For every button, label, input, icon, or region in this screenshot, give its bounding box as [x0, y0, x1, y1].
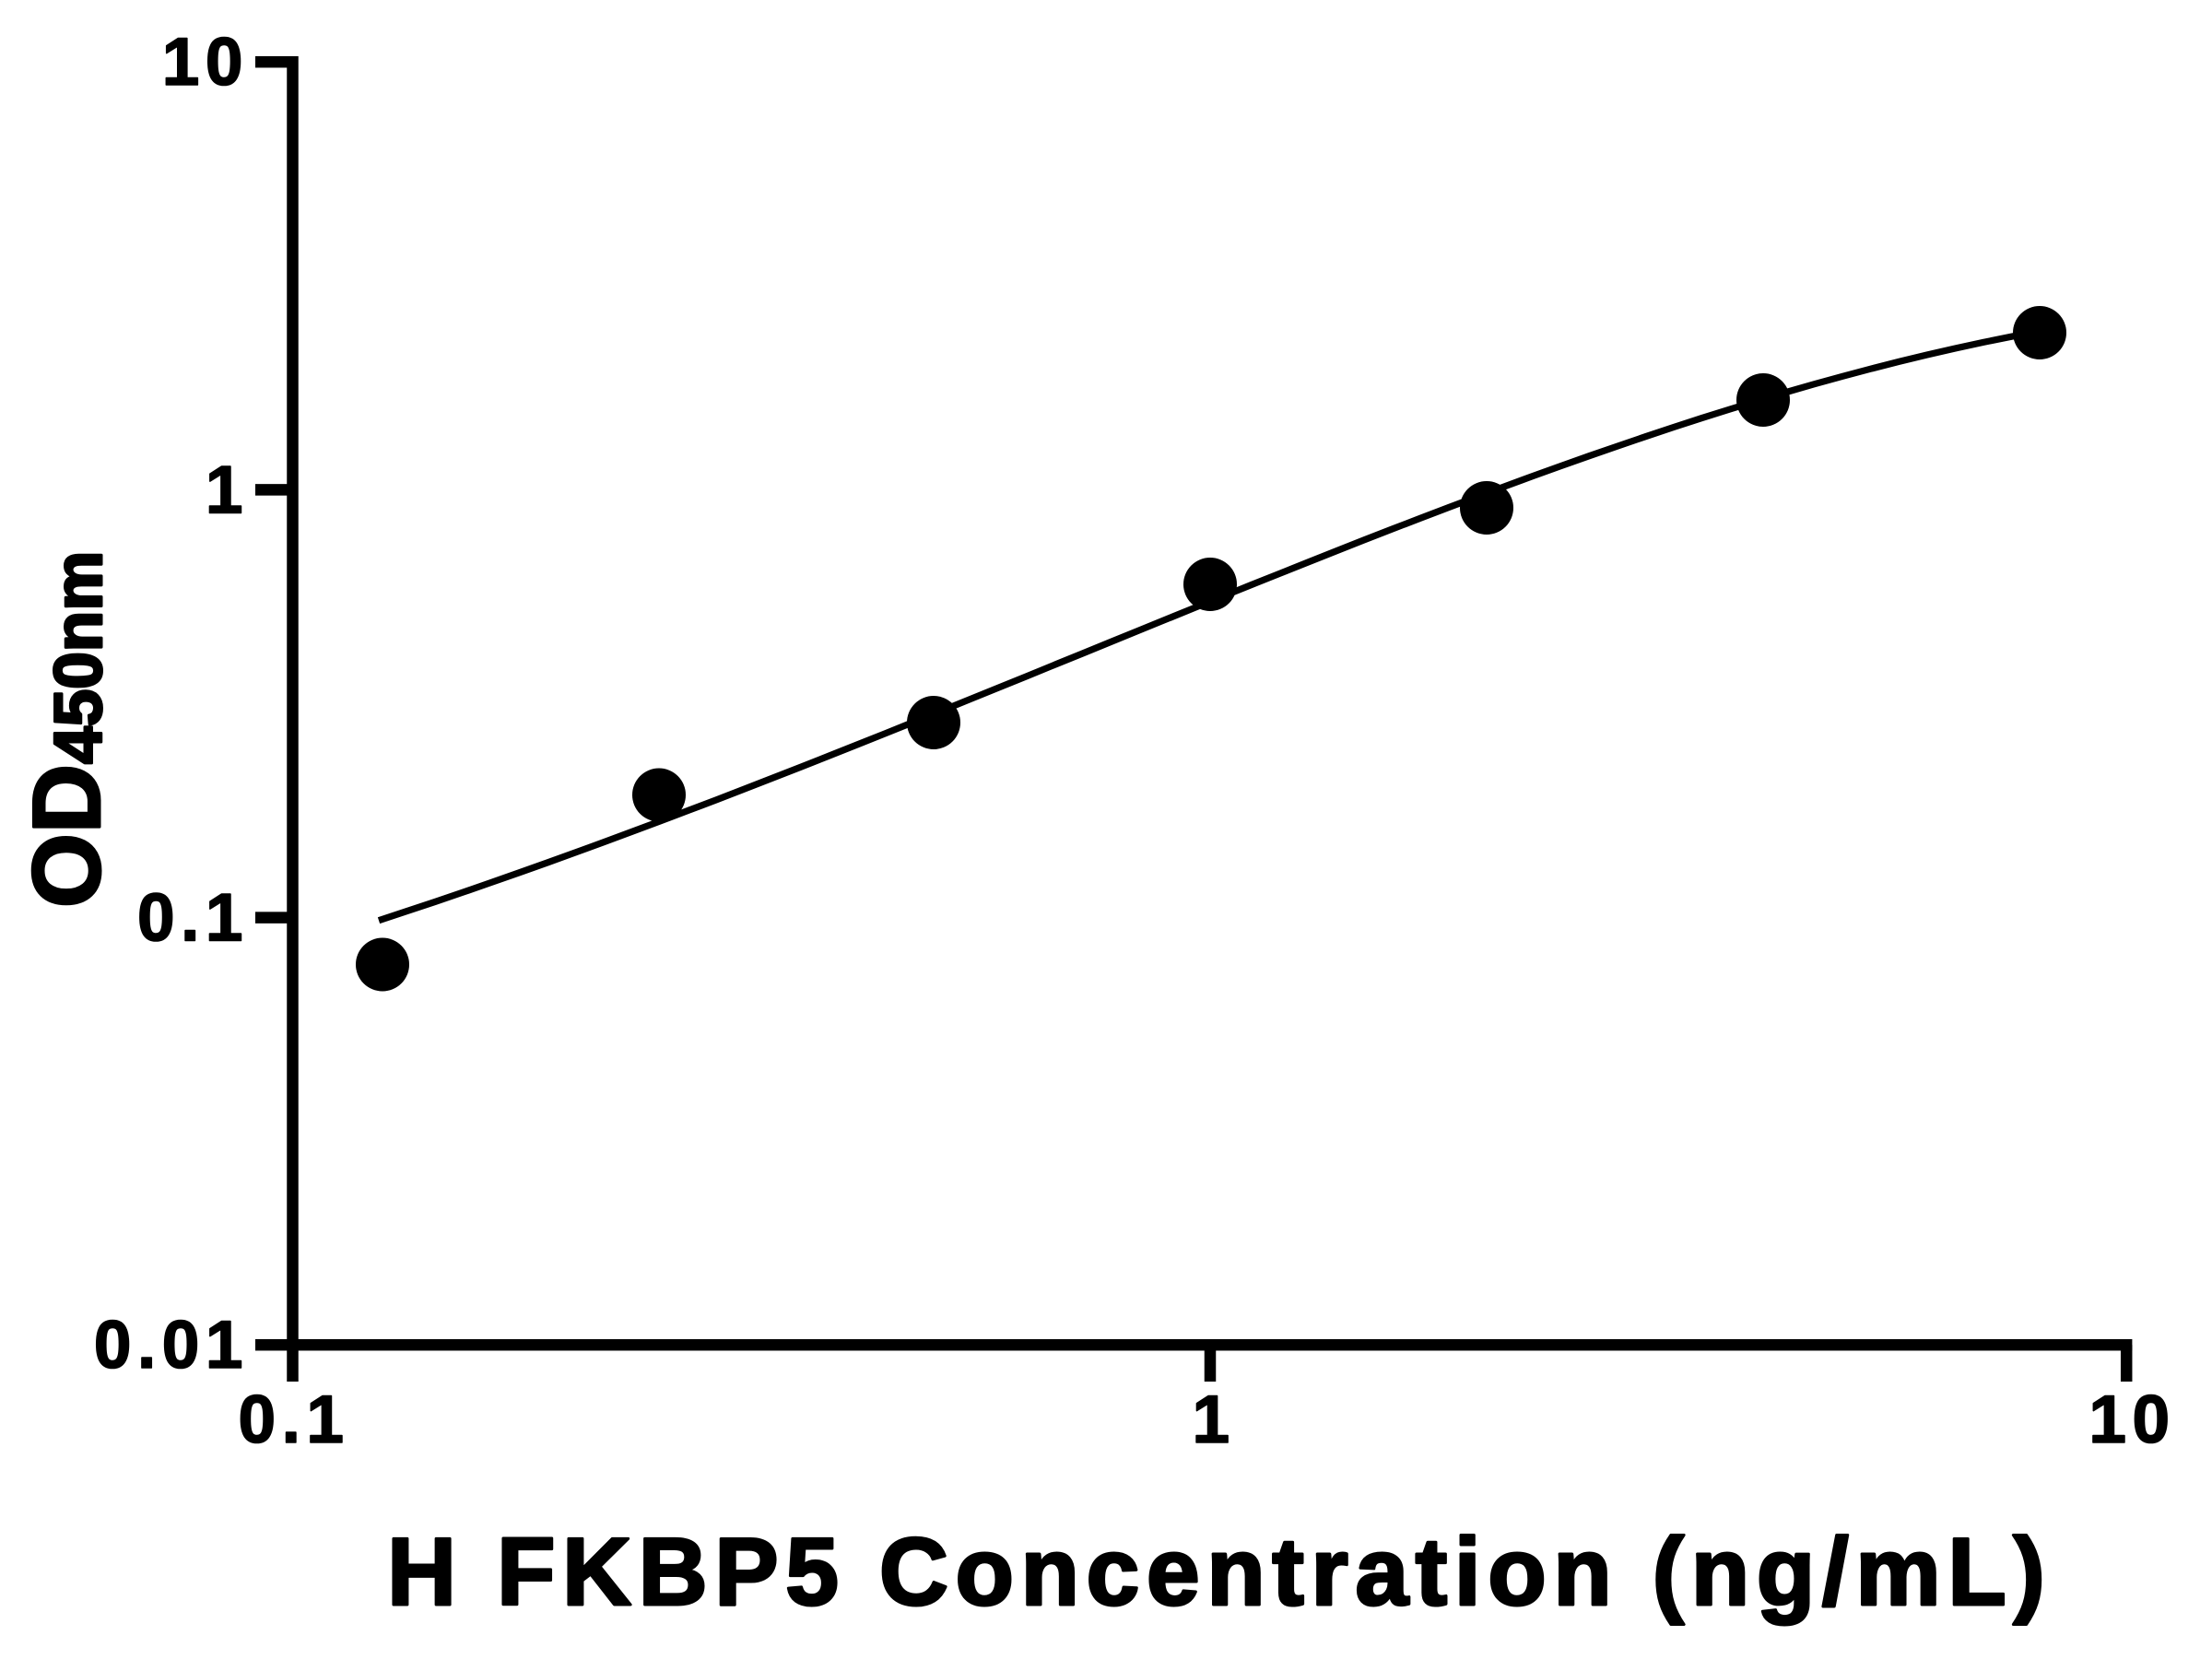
svg-text:OD450nm: OD450nm — [14, 551, 121, 908]
svg-text:H FKBP5 Concentration (ng/mL): H FKBP5 Concentration (ng/mL) — [387, 1519, 2052, 1626]
svg-text:1: 1 — [206, 453, 249, 527]
svg-text:0.01: 0.01 — [94, 1308, 249, 1382]
svg-text:10: 10 — [162, 25, 249, 100]
svg-text:0.1: 0.1 — [239, 1382, 350, 1457]
svg-text:10: 10 — [2088, 1382, 2175, 1457]
svg-text:1: 1 — [1192, 1382, 1235, 1457]
svg-text:0.1: 0.1 — [137, 881, 249, 956]
